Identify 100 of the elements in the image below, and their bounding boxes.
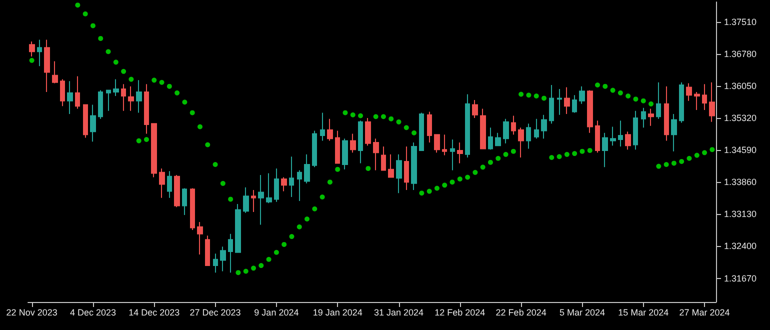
candlestick <box>610 126 616 146</box>
candlestick <box>427 111 432 144</box>
candlestick <box>159 168 165 198</box>
candlestick <box>83 104 88 138</box>
candlestick <box>518 127 524 158</box>
y-tick-label: 1.32400 <box>724 241 757 252</box>
candlestick <box>488 127 493 150</box>
candlestick <box>350 133 356 154</box>
x-tick-label: 9 Jan 2024 <box>254 308 299 318</box>
candlestick <box>37 39 42 67</box>
y-tick-label: 1.35320 <box>724 112 757 123</box>
candlestick <box>220 246 226 272</box>
candlestick <box>587 90 593 134</box>
candlestick <box>297 170 302 202</box>
candlestick <box>67 80 73 115</box>
candlestick <box>480 108 486 150</box>
candlestick <box>167 170 172 198</box>
candlestick <box>564 86 570 115</box>
x-tick-label: 15 Mar 2024 <box>618 308 669 318</box>
candlestick <box>190 188 195 230</box>
candlestick <box>113 78 119 96</box>
candlestick <box>442 134 447 156</box>
candlestick <box>595 120 600 154</box>
x-tick-label: 22 Feb 2024 <box>496 308 546 318</box>
candlestick <box>472 99 478 118</box>
candlestick <box>641 107 646 128</box>
candlestick <box>144 84 149 134</box>
y-tick-label: 1.36050 <box>724 80 757 91</box>
candlestick <box>618 120 623 148</box>
candlestick <box>602 132 608 168</box>
candlestick <box>136 80 142 114</box>
candlestick <box>274 168 279 202</box>
candlestick <box>266 172 272 204</box>
candlestick <box>289 156 294 198</box>
candlestick <box>411 142 417 190</box>
y-tick-label: 1.33130 <box>724 209 757 220</box>
candlestick <box>228 233 233 274</box>
candlestick <box>121 84 126 112</box>
candlestick <box>281 176 287 192</box>
candlestick <box>373 138 379 171</box>
candlestick <box>235 204 241 253</box>
candlestick <box>664 86 669 142</box>
candlestick <box>174 174 180 208</box>
candlestick <box>388 154 394 178</box>
candlestick <box>251 189 256 212</box>
candlestick <box>648 108 654 126</box>
candlestick <box>182 188 187 216</box>
candlestick <box>98 90 103 120</box>
candlestick <box>656 82 661 120</box>
candlestick <box>549 84 554 124</box>
candlestick <box>503 118 509 144</box>
candlestick <box>258 174 264 226</box>
x-tick-label: 22 Nov 2023 <box>6 308 58 318</box>
candlestick <box>304 154 310 184</box>
candlestick <box>365 117 371 146</box>
candlestick <box>90 104 96 142</box>
x-tick-label: 12 Feb 2024 <box>434 308 486 318</box>
candlestick <box>29 41 35 57</box>
y-tick-label: 1.36780 <box>724 48 757 59</box>
candlestick <box>434 134 440 154</box>
candlestick <box>358 120 363 164</box>
candlestick <box>679 82 684 124</box>
candlestick <box>320 112 325 142</box>
candlestick <box>128 86 134 112</box>
candlestick <box>44 39 50 93</box>
candlestick <box>579 86 585 104</box>
candlestick <box>541 114 547 140</box>
candlestick <box>495 132 501 146</box>
x-tick-label: 5 Mar 2024 <box>559 308 605 318</box>
candlestick <box>213 253 218 274</box>
candlestick <box>404 146 409 190</box>
candlestick <box>633 110 638 150</box>
candlestick <box>243 186 249 214</box>
candlestick <box>686 82 692 102</box>
y-tick-label: 1.33860 <box>724 177 757 188</box>
y-tick-label: 1.31670 <box>724 273 757 284</box>
candlestick <box>709 82 715 122</box>
candlestick <box>625 131 631 150</box>
candlestick <box>419 112 424 151</box>
candlestick <box>197 222 203 256</box>
candlestick <box>396 154 402 194</box>
candlestick <box>52 60 58 84</box>
candlestick <box>702 84 707 111</box>
x-tick-label: 31 Jan 2024 <box>374 308 424 318</box>
candlestick <box>450 138 455 171</box>
candlestick <box>151 123 157 178</box>
candlestick <box>75 76 80 110</box>
candlestick <box>465 94 470 158</box>
x-tick-label: 4 Dec 2023 <box>70 308 116 318</box>
candlestick <box>557 88 562 116</box>
x-tick-label: 14 Dec 2023 <box>128 308 180 318</box>
candlestick <box>457 142 463 164</box>
candlestick <box>60 78 65 107</box>
candlestick <box>694 92 700 111</box>
candlestick <box>312 130 317 168</box>
candlestick <box>106 90 111 112</box>
candlestick <box>572 94 577 114</box>
x-tick-label: 27 Mar 2024 <box>679 308 730 318</box>
candlestick <box>335 130 340 164</box>
candlestick <box>327 118 333 142</box>
